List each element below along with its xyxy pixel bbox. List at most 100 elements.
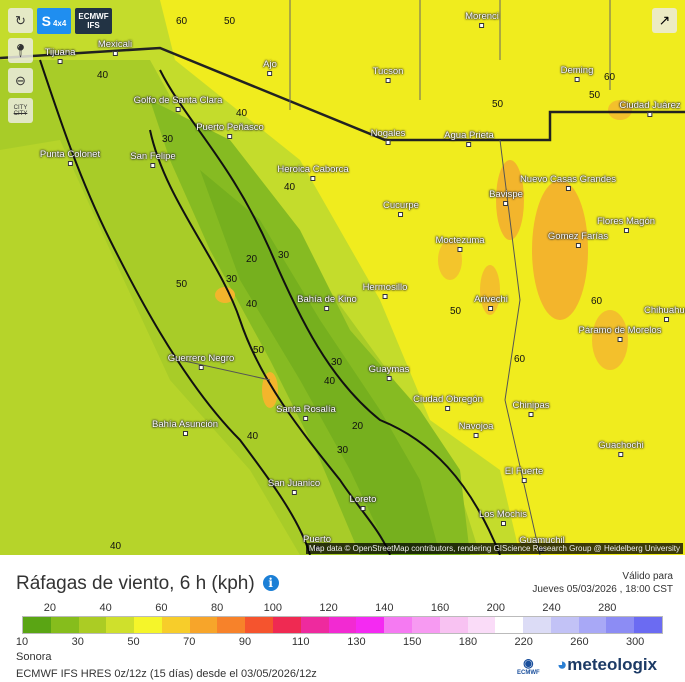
city-marker bbox=[528, 412, 534, 417]
scale-tick-bottom: 90 bbox=[238, 636, 252, 648]
city-name: Ajo bbox=[263, 59, 277, 70]
city-label: San Felipe bbox=[130, 152, 176, 168]
valid-time: Válido para Jueves 05/03/2026 , 18:00 CS… bbox=[532, 570, 673, 596]
city-label: Loreto bbox=[349, 494, 377, 511]
scale-tick-bottom: 300 bbox=[625, 636, 645, 648]
city-marker bbox=[647, 112, 653, 117]
city-name: Navojoa bbox=[458, 421, 494, 432]
model-ecmwf-button[interactable]: ECMWF IFS bbox=[75, 8, 112, 34]
contour-label: 30 bbox=[337, 445, 349, 456]
city-marker bbox=[500, 521, 506, 526]
city-marker bbox=[457, 247, 463, 252]
share-icon: ↗ bbox=[658, 12, 671, 28]
city-label: Ajo bbox=[263, 60, 277, 76]
city-label: Puerto Peñasco bbox=[196, 123, 264, 139]
info-icon[interactable]: i bbox=[262, 575, 279, 591]
scale-tick-bottom: 180 bbox=[458, 636, 478, 648]
scale-tick-top: 200 bbox=[486, 602, 505, 614]
city-name: Loreto bbox=[349, 494, 377, 505]
city-name: San Juanico bbox=[267, 478, 321, 489]
city-label: Morenci bbox=[465, 12, 499, 28]
city-name: Mexicali bbox=[97, 39, 133, 50]
city-label: Cucurpe bbox=[383, 201, 419, 217]
city-name: Bavispe bbox=[489, 189, 523, 200]
color-swatch bbox=[23, 617, 51, 633]
scale-tick-top: 240 bbox=[542, 602, 561, 614]
ecmwf-logo: ◉ ECMWF bbox=[517, 656, 540, 676]
city-label: Bahía Asunción bbox=[152, 420, 218, 436]
scale-tick-bottom: 130 bbox=[347, 636, 366, 648]
contour-label: 60 bbox=[176, 16, 188, 27]
zoom-out-button[interactable]: ⊖ bbox=[8, 68, 33, 93]
city-marker bbox=[386, 376, 392, 381]
color-swatch bbox=[50, 617, 79, 633]
ecmwf-logo-text: ECMWF bbox=[517, 670, 540, 676]
scale-tick-top: 60 bbox=[155, 602, 168, 614]
location-button[interactable]: 📍︎ bbox=[8, 38, 33, 63]
city-marker bbox=[623, 228, 629, 233]
scale-tick-top: 280 bbox=[598, 602, 617, 614]
city-label: Ciudad Obregón bbox=[413, 395, 483, 411]
city-marker bbox=[267, 71, 273, 76]
contour-label: 60 bbox=[514, 354, 526, 365]
contour-label: 40 bbox=[284, 182, 296, 193]
city-label: Bavispe bbox=[489, 190, 523, 206]
city-label: Ciudad Juárez bbox=[619, 101, 681, 117]
brand-text: meteologix bbox=[567, 655, 658, 674]
contour-label: 50 bbox=[176, 279, 188, 290]
color-swatch bbox=[356, 617, 385, 633]
city-label: Santa Rosalía bbox=[276, 405, 336, 421]
city-label: Hermosillo bbox=[363, 283, 407, 299]
contour-label: 30 bbox=[278, 250, 290, 261]
city-name: Puerto Peñasco bbox=[196, 122, 264, 133]
city-label-strike: CITY bbox=[13, 110, 28, 117]
city-label: Mexicali bbox=[98, 40, 132, 56]
city-marker bbox=[575, 243, 581, 248]
contour-label: 50 bbox=[253, 345, 265, 356]
city-name: Guaymas bbox=[368, 364, 410, 375]
city-toggle-button[interactable]: CITY CITY bbox=[8, 98, 33, 123]
city-marker bbox=[488, 306, 494, 311]
refresh-button[interactable]: ↻ bbox=[8, 8, 33, 33]
scale-tick-bottom: 110 bbox=[291, 636, 310, 648]
model-s-sub: 4x4 bbox=[52, 19, 67, 28]
color-swatch bbox=[411, 617, 440, 633]
city-name: Cucurpe bbox=[383, 200, 419, 211]
city-marker bbox=[227, 134, 233, 139]
color-swatch bbox=[439, 617, 468, 633]
scale-tick-top: 40 bbox=[99, 602, 112, 614]
city-marker bbox=[385, 78, 391, 83]
share-button[interactable]: ↗ bbox=[652, 8, 677, 33]
model-s4x4-button[interactable]: S 4x4 bbox=[37, 8, 71, 34]
scale-tick-bottom: 150 bbox=[402, 636, 422, 648]
contour-label: 50 bbox=[589, 90, 601, 101]
city-marker bbox=[175, 107, 181, 112]
contour-label: 40 bbox=[110, 541, 122, 552]
legend-title-text: Ráfagas de viento, 6 h (kph) bbox=[16, 573, 255, 594]
contour-label: 30 bbox=[226, 274, 238, 285]
scale-tick-bottom: 70 bbox=[183, 636, 196, 648]
color-swatch bbox=[495, 617, 524, 633]
color-swatch bbox=[273, 617, 301, 633]
city-label: Agua Prieta bbox=[444, 131, 494, 147]
city-marker bbox=[291, 490, 297, 495]
city-marker bbox=[382, 294, 388, 299]
city-marker bbox=[574, 77, 580, 82]
weather-map[interactable]: Tijuana Mexicali Morenci Ajo Tucson Deming Ciu… bbox=[0, 0, 685, 555]
city-name: Guamuchil bbox=[519, 535, 565, 546]
color-swatch bbox=[384, 617, 412, 633]
color-swatch bbox=[217, 617, 246, 633]
city-marker bbox=[310, 176, 316, 181]
meteologix-logo[interactable]: ◕meteologix bbox=[557, 655, 657, 675]
city-label: Guaymas bbox=[368, 364, 410, 381]
color-swatch bbox=[606, 617, 635, 633]
contour-label: 40 bbox=[97, 70, 109, 81]
city-label: Moctezuma bbox=[435, 236, 485, 252]
contour-label: 60 bbox=[604, 72, 616, 83]
map-attribution[interactable]: Map data © OpenStreetMap contributors, r… bbox=[305, 543, 683, 554]
city-label: Heroica Caborca bbox=[277, 165, 349, 181]
scale-tick-bottom: 10 bbox=[15, 636, 29, 648]
scale-tick-bottom: 30 bbox=[71, 636, 84, 648]
scale-tick-bottom: 220 bbox=[514, 636, 533, 648]
city-label: Golfo de Santa Clara bbox=[134, 96, 222, 112]
